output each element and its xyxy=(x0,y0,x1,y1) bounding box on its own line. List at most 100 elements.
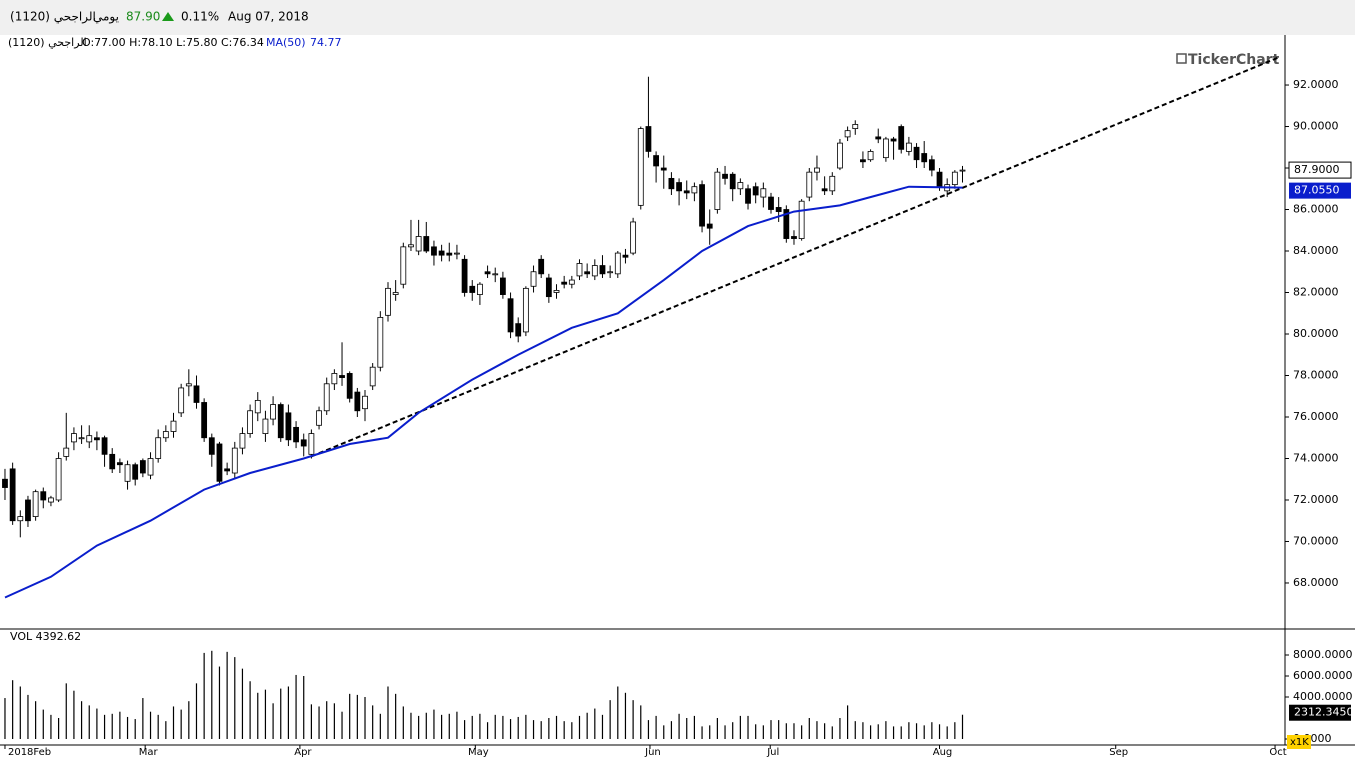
candle-body xyxy=(507,298,514,333)
candle-body xyxy=(170,420,177,432)
candle-body xyxy=(239,433,246,449)
legend-symbol: الراجحي (1120) xyxy=(8,36,87,49)
candle-body xyxy=(522,287,529,333)
candle-body xyxy=(951,171,958,186)
volume-last-box xyxy=(1289,704,1351,721)
candle-body xyxy=(55,458,62,501)
y-tick-label: 72.0000 xyxy=(1293,493,1339,506)
candle-body xyxy=(208,437,215,455)
volume-last-label: 2312.3450 xyxy=(1294,706,1354,719)
y-tick-label: 68.0000 xyxy=(1293,576,1339,589)
candle-body xyxy=(25,499,31,522)
candle-body xyxy=(814,167,820,173)
candle-body xyxy=(928,159,935,171)
candle-body xyxy=(829,175,836,192)
candle-body xyxy=(71,433,77,443)
candle-body xyxy=(293,426,299,443)
candle-body xyxy=(124,464,131,482)
candle-body xyxy=(821,188,828,192)
candle-body xyxy=(32,491,39,517)
candle-body xyxy=(109,453,116,470)
candle-body xyxy=(791,236,797,239)
candle-body xyxy=(722,173,728,179)
volume-unit: x1K xyxy=(1290,737,1309,748)
x-tick-label: 2018Feb xyxy=(8,747,51,758)
ma-price-box xyxy=(1289,182,1351,199)
candle-body xyxy=(331,373,338,385)
candle-body xyxy=(94,437,100,441)
candle-body xyxy=(431,246,437,256)
candle-body xyxy=(913,146,920,161)
candle-body xyxy=(660,167,667,171)
candle-body xyxy=(553,290,560,293)
y-tick-label: 90.0000 xyxy=(1293,120,1339,133)
candle-body xyxy=(844,130,851,138)
candle-body xyxy=(630,221,637,254)
candle-body xyxy=(385,287,391,316)
candle-body xyxy=(668,177,675,190)
y-tick-label: 70.0000 xyxy=(1293,534,1339,547)
candle-body xyxy=(377,317,384,368)
candle-body xyxy=(477,283,483,295)
candle-body xyxy=(147,458,154,476)
volume-tick-label: 8000.0000 xyxy=(1293,648,1353,661)
volume-title: VOL 4392.62 xyxy=(10,630,81,643)
legend-ma: MA(50) xyxy=(266,36,306,49)
legend-ma-value: 74.77 xyxy=(310,36,342,49)
candle-body xyxy=(285,412,292,441)
candle-body xyxy=(622,254,629,258)
candle-body xyxy=(890,138,897,142)
candle-body xyxy=(607,271,614,274)
x-tick-label: Jun xyxy=(644,747,661,758)
candle-body xyxy=(729,173,736,190)
ma-line xyxy=(4,185,963,599)
header-period: يومي xyxy=(93,10,119,25)
candle-body xyxy=(63,447,70,457)
candle-body xyxy=(339,375,345,378)
candle-body xyxy=(852,124,859,129)
header-bar xyxy=(0,0,1355,35)
header-price: 87.90 xyxy=(126,10,160,24)
candle-body xyxy=(277,404,284,439)
candle-body xyxy=(653,155,659,167)
candle-body xyxy=(446,252,453,256)
volume-tick-label: 4000.0000 xyxy=(1293,690,1353,703)
candle-body xyxy=(392,292,399,295)
candle-body xyxy=(308,433,315,455)
header-change: 0.11% xyxy=(181,10,219,24)
candle-body xyxy=(469,285,476,293)
candle-body xyxy=(48,497,54,503)
candle-body xyxy=(346,373,353,399)
candle-body xyxy=(561,281,568,285)
volume-tick-label: 6000.0000 xyxy=(1293,669,1353,682)
candle-body xyxy=(706,223,713,229)
candle-body xyxy=(898,126,905,150)
candle-body xyxy=(78,437,85,440)
candle-body xyxy=(499,277,506,295)
candle-body xyxy=(959,169,966,172)
candle-body xyxy=(231,447,238,474)
last-price-label: 87.9000 xyxy=(1294,163,1340,176)
candle-body xyxy=(438,250,445,256)
up-arrow xyxy=(162,12,174,21)
candle-body xyxy=(492,273,499,276)
candle-body xyxy=(745,188,751,204)
candle-body xyxy=(714,171,721,210)
x-tick-label: Aug xyxy=(933,747,953,758)
y-tick-label: 80.0000 xyxy=(1293,327,1339,340)
candle-body xyxy=(132,464,139,480)
x-tick-label: Mar xyxy=(139,747,159,758)
candle-body xyxy=(362,395,368,410)
candle-body xyxy=(101,437,108,455)
candle-body xyxy=(116,462,123,466)
candle-body xyxy=(9,468,16,522)
candle-body xyxy=(614,252,621,275)
x-tick-label: Jul xyxy=(766,747,779,758)
candle-body xyxy=(178,387,185,414)
candle-body xyxy=(316,410,322,426)
x-tick-label: Oct xyxy=(1269,747,1286,758)
candle-body xyxy=(415,236,422,252)
y-tick-label: 74.0000 xyxy=(1293,451,1339,464)
candle-body xyxy=(354,391,361,412)
